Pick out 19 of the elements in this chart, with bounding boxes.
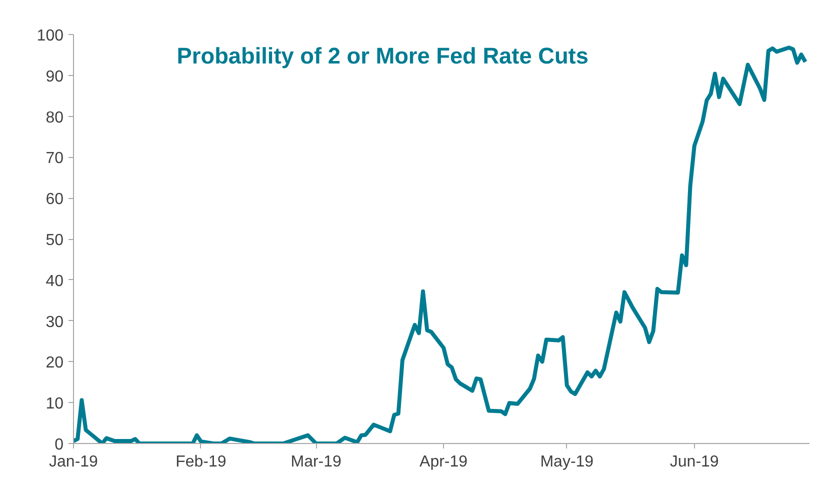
y-tick-label: 80 bbox=[46, 109, 64, 126]
y-tick-label: 30 bbox=[46, 314, 64, 331]
x-tick-label: Apr-19 bbox=[420, 454, 468, 470]
y-tick-label: 20 bbox=[46, 354, 64, 372]
x-tick-label: Mar-19 bbox=[290, 454, 342, 470]
y-tick-label: 40 bbox=[46, 272, 64, 290]
y-tick-label: 100 bbox=[36, 28, 64, 44]
x-tick-label: Feb-19 bbox=[176, 454, 226, 470]
y-tick-label: 0 bbox=[54, 436, 64, 454]
y-tick-label: 10 bbox=[46, 396, 64, 413]
chart-title: Probability of 2 or More Fed Rate Cuts bbox=[176, 42, 588, 68]
x-tick-label: Jun-19 bbox=[670, 454, 719, 470]
y-tick-label: 50 bbox=[46, 232, 64, 249]
y-tick-label: 70 bbox=[46, 150, 64, 168]
line-series bbox=[74, 46, 808, 444]
x-tick-label: May-19 bbox=[540, 454, 594, 470]
y-tick-label: 60 bbox=[46, 191, 64, 208]
x-tick-label: Jan-19 bbox=[49, 454, 98, 470]
y-tick-label: 90 bbox=[46, 68, 64, 86]
